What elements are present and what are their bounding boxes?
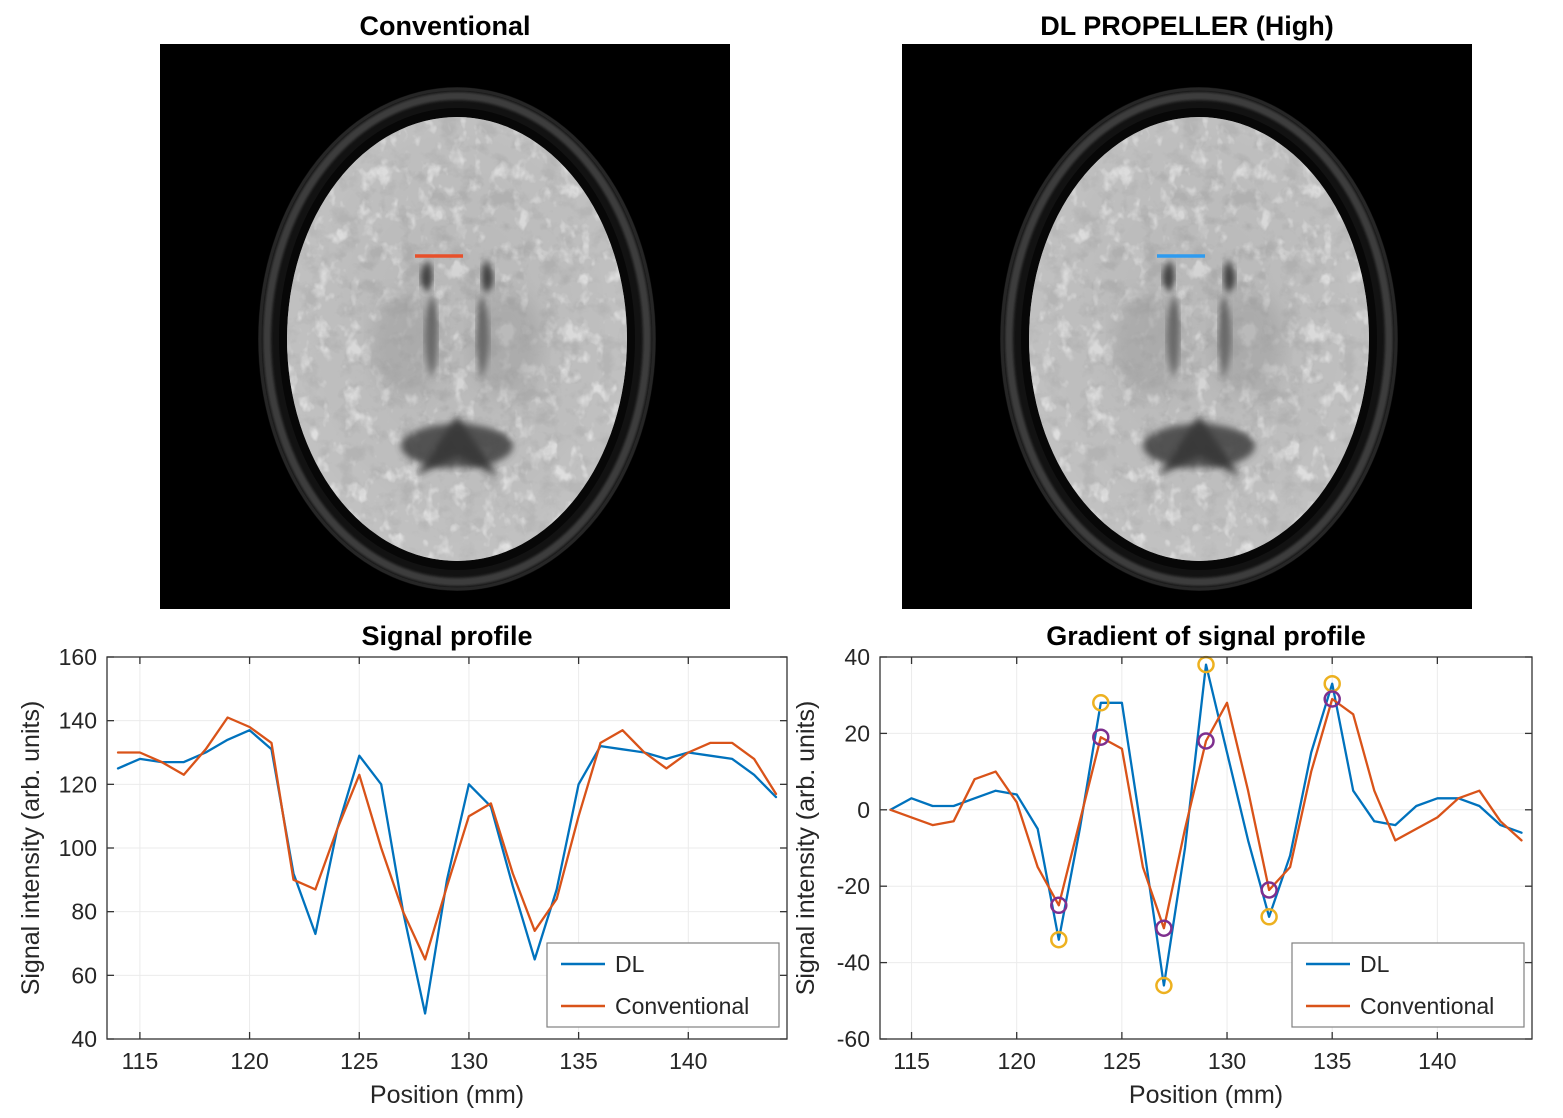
extremum-marker bbox=[1260, 881, 1278, 899]
y-tick-label: 40 bbox=[844, 644, 870, 670]
y-tick-label: -40 bbox=[837, 950, 870, 976]
y-tick-label: -20 bbox=[837, 873, 870, 899]
extremum-marker bbox=[1155, 976, 1173, 995]
legend-label: DL bbox=[615, 951, 645, 977]
extremum-marker bbox=[1323, 690, 1341, 708]
legend-label: DL bbox=[1360, 951, 1390, 977]
y-axis-label: Signal intensity (arb. units) bbox=[792, 701, 820, 996]
extremum-marker bbox=[1260, 908, 1278, 926]
y-tick-label: 20 bbox=[844, 720, 870, 746]
extremum-marker bbox=[1092, 694, 1110, 712]
extremum-marker bbox=[1155, 919, 1173, 937]
x-tick-label: 135 bbox=[559, 1048, 597, 1074]
x-tick-label: 125 bbox=[340, 1048, 378, 1074]
extremum-marker bbox=[1050, 930, 1068, 949]
chart-title: Signal profile bbox=[361, 622, 532, 651]
y-tick-label: 100 bbox=[59, 835, 97, 861]
brain-slice-image bbox=[160, 44, 730, 609]
x-tick-label: 120 bbox=[998, 1048, 1036, 1074]
series-line-conventional bbox=[889, 697, 1523, 930]
y-tick-label: 60 bbox=[71, 962, 97, 988]
series-line-dl bbox=[116, 729, 778, 1015]
x-tick-label: 120 bbox=[230, 1048, 268, 1074]
y-tick-label: 120 bbox=[59, 771, 97, 797]
conventional-image-title: Conventional bbox=[359, 11, 531, 41]
dl-propeller-image-title: DL PROPELLER (High) bbox=[1040, 11, 1334, 41]
x-tick-label: 115 bbox=[122, 1048, 159, 1074]
x-tick-label: 125 bbox=[1103, 1048, 1141, 1074]
legend-label: Conventional bbox=[1360, 993, 1494, 1019]
x-tick-label: 140 bbox=[669, 1048, 707, 1074]
y-axis-label: Signal intensity (arb. units) bbox=[17, 701, 45, 996]
legend: DL Conventional bbox=[1291, 942, 1525, 1028]
extremum-marker bbox=[1092, 728, 1110, 746]
dl-propeller-brain-image bbox=[902, 44, 1472, 609]
axes-box bbox=[879, 656, 1533, 1040]
conventional-image-panel: Conventional bbox=[160, 8, 730, 609]
legend-box bbox=[1291, 942, 1525, 1028]
y-tick-label: 40 bbox=[71, 1026, 97, 1052]
x-axis-label: Position (mm) bbox=[1129, 1081, 1283, 1109]
gradient-of-signal-profile-chart: 115 120 125 130 135 140 -60 -40 -20 0 20 40 Gradient… bbox=[792, 622, 1533, 1109]
series-line-dl bbox=[889, 663, 1523, 987]
x-tick-label: 140 bbox=[1418, 1048, 1456, 1074]
legend-box bbox=[546, 942, 780, 1028]
x-tick-label: 135 bbox=[1313, 1048, 1351, 1074]
extremum-marker bbox=[1050, 896, 1068, 915]
chart-title: Gradient of signal profile bbox=[1046, 622, 1366, 651]
y-tick-label: -60 bbox=[837, 1026, 870, 1052]
signal-profile-chart: 115 120 125 130 135 140 40 60 80 100 120 140 160 Sign… bbox=[17, 622, 788, 1109]
x-tick-label: 130 bbox=[1208, 1048, 1246, 1074]
brain-slice-image bbox=[902, 44, 1472, 609]
x-tick-label: 130 bbox=[450, 1048, 488, 1074]
dl-propeller-image-panel: DL PROPELLER (High) bbox=[902, 8, 1472, 609]
y-tick-label: 80 bbox=[71, 899, 97, 925]
y-tick-label: 160 bbox=[59, 644, 97, 670]
y-tick-label: 0 bbox=[857, 797, 870, 823]
extremum-marker bbox=[1197, 732, 1215, 750]
x-axis-label: Position (mm) bbox=[370, 1081, 524, 1109]
legend: DL Conventional bbox=[546, 942, 780, 1028]
legend-label: Conventional bbox=[615, 993, 749, 1019]
conventional-brain-image bbox=[160, 44, 730, 609]
x-tick-label: 115 bbox=[893, 1048, 930, 1074]
y-tick-label: 140 bbox=[59, 708, 97, 734]
series-line-conventional bbox=[116, 716, 778, 961]
